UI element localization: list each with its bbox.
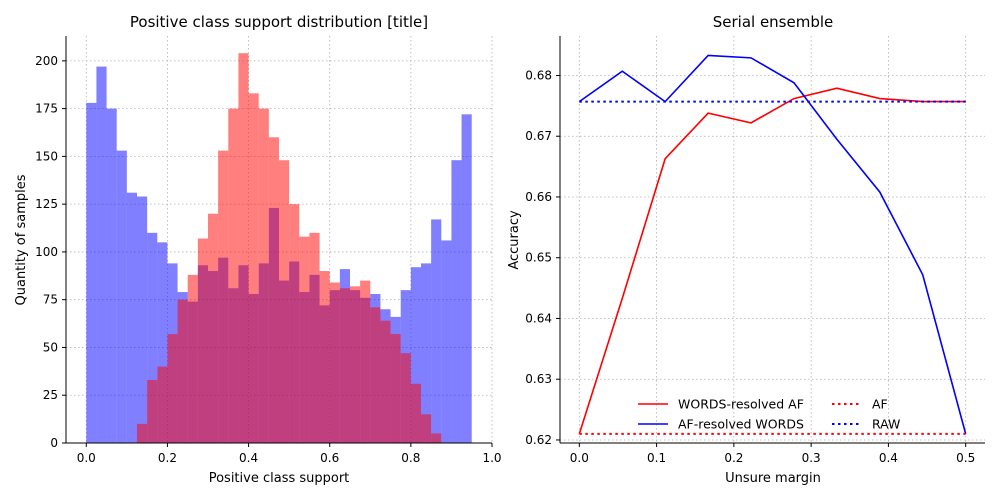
histogram-bar-red [197,238,208,443]
histogram-bar-red [431,433,442,443]
x-tick-label: 1.0 [482,451,501,465]
x-tick-label: 0.8 [401,451,420,465]
histogram-bar-red [279,160,290,443]
y-tick-label: 50 [43,340,58,354]
histogram-bar-red [137,423,148,443]
y-tick-label: 25 [43,388,58,402]
y-tick-label: 0 [50,436,58,450]
histogram-bar-blue [451,160,462,443]
histogram-bar-red [319,271,330,443]
legend-label: RAW [872,417,900,432]
y-tick-label: 150 [35,149,58,163]
histogram-bar-red [248,93,259,443]
histogram-bar-red [421,414,432,443]
legend-label: AF-resolved WORDS [678,417,804,432]
histogram-bar-red [167,334,178,443]
right-panel: 0.0 0.1 0.2 0.3 0.4 0.5 0.620.630.640.650.660… [507,13,985,486]
histogram-bar-red [339,288,350,443]
histogram-bar-blue [157,242,168,443]
y-tick-label: 0.68 [525,68,552,82]
right-y-ticks: 0.62 0.63 0.64 0.65 0.66 0.67 0.68 [525,68,560,447]
histogram-bar-red [410,383,421,443]
y-tick-label: 100 [35,245,58,259]
right-chart-title: Serial ensemble [713,13,834,31]
y-tick-label: 200 [35,54,58,68]
histogram-bar-red [390,334,401,443]
y-tick-label: 0.65 [525,251,552,265]
y-tick-label: 75 [43,293,58,307]
y-tick-label: 0.64 [525,311,552,325]
histogram-bar-blue [137,196,148,443]
right-legend: WORDS-resolved AF AF-resolved WORDS AF RAW [638,397,900,432]
histogram-bar-red [208,213,219,443]
histogram-bar-blue [461,114,472,444]
y-tick-label: 0.67 [525,129,552,143]
histogram-bar-red [289,204,300,443]
histogram-bar-red [187,274,198,443]
histogram-bar-red [380,320,391,443]
y-tick-label: 0.63 [525,372,552,386]
x-tick-label: 0.4 [239,451,258,465]
legend-label: WORDS-resolved AF [678,397,804,412]
right-series-lines [578,54,967,435]
histogram-bar-red [329,282,340,443]
histogram-bar-red [350,286,361,443]
left-chart-title: Positive class support distribution [tit… [130,13,428,31]
y-tick-label: 0.66 [525,190,552,204]
histogram-bar-blue [116,150,127,443]
right-grid [560,36,985,443]
x-tick-label: 0.0 [570,451,589,465]
histogram-bar-red [218,150,229,443]
legend-entry: WORDS-resolved AF [638,397,804,412]
histogram-bar-red [258,108,269,444]
legend-entry: AF [832,397,888,412]
series-line-words-resolved-af [578,87,966,435]
legend-entry: AF-resolved WORDS [638,417,804,432]
histogram-bar-blue [431,219,442,443]
right-x-ticks: 0.0 0.1 0.2 0.3 0.4 0.5 [570,443,975,465]
histogram-bar-blue [421,263,432,443]
x-tick-label: 0.5 [956,451,975,465]
histogram-bar-red [228,108,239,444]
histogram-bar-blue [441,240,452,443]
histogram-bar-red [370,307,381,443]
x-tick-label: 0.4 [879,451,898,465]
x-tick-label: 0.3 [802,451,821,465]
histogram-bar-blue [126,192,137,443]
left-y-axis-label: Quantity of samples [14,174,29,305]
series-line-af-resolved-words [578,54,967,435]
legend-entry: RAW [832,417,900,432]
histogram-bar-blue [96,66,107,444]
histogram-bar-blue [106,108,117,444]
left-x-ticks: 0.0 0.2 0.4 0.6 0.8 1.0 [77,443,502,465]
left-histogram-bars [86,53,472,444]
histogram-bar-red [268,137,279,444]
x-tick-label: 0.0 [77,451,96,465]
x-tick-label: 0.1 [647,451,666,465]
histogram-bar-red [299,236,310,443]
left-panel: 0.0 0.2 0.4 0.6 0.8 1.0 0 25 50 75 100 125 150 175 20… [14,13,502,486]
left-y-ticks: 0 25 50 75 100 125 150 175 200 [35,54,66,450]
left-x-axis-label: Positive class support [209,471,350,486]
histogram-bar-red [238,53,249,444]
right-y-axis-label: Accuracy [507,210,522,270]
histogram-bar-blue [147,232,158,443]
right-x-axis-label: Unsure margin [725,471,821,486]
histogram-bar-blue [410,267,421,443]
histogram-bar-red [147,379,158,443]
x-tick-label: 0.6 [320,451,339,465]
y-tick-label: 0.62 [525,433,552,447]
histogram-bar-red [360,280,371,443]
histogram-bar-red [309,232,320,443]
histogram-bar-red [400,353,411,443]
x-tick-label: 0.2 [724,451,743,465]
x-tick-label: 0.2 [158,451,177,465]
histogram-bar-blue [86,102,97,444]
legend-label: AF [872,397,888,412]
y-tick-label: 125 [35,197,58,211]
histogram-bar-red [177,299,188,443]
histogram-bar-red [157,366,168,443]
y-tick-label: 175 [35,102,58,116]
